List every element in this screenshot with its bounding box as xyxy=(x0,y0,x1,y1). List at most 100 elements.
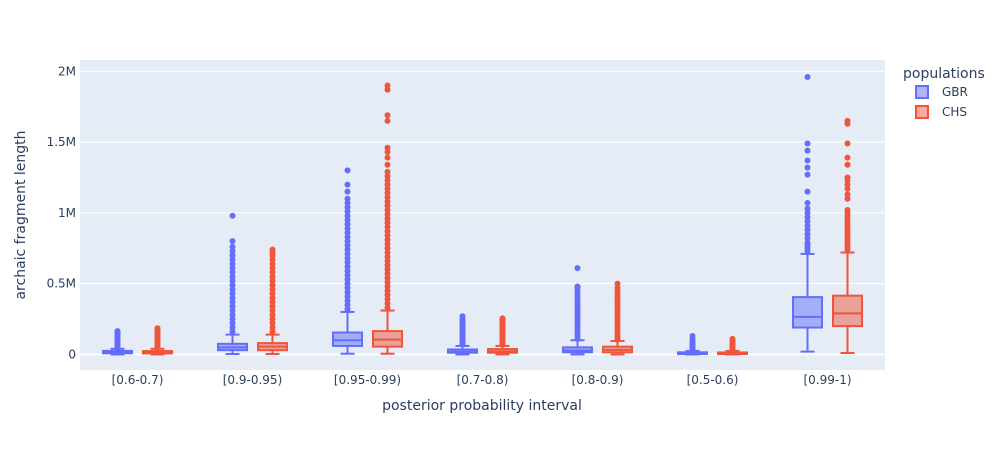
outlier-point xyxy=(344,188,351,195)
outlier-point xyxy=(384,215,391,222)
outlier-point xyxy=(229,252,236,259)
box-chs xyxy=(602,280,633,356)
box-chs xyxy=(487,315,518,356)
outlier-point xyxy=(384,173,391,180)
outlier-point xyxy=(344,225,351,232)
x-tick-label: [0.95-0.99) xyxy=(334,373,401,387)
box-iqr xyxy=(832,294,863,328)
y-tick-label: 0.5M xyxy=(47,277,76,291)
box-gbr xyxy=(332,167,363,355)
outlier-point xyxy=(844,185,851,192)
outlier-point xyxy=(384,291,391,298)
legend-label-chs: CHS xyxy=(942,105,967,119)
outlier-point xyxy=(344,238,351,245)
outlier-point xyxy=(344,181,351,188)
box-gbr xyxy=(562,265,593,356)
x-tick-label: [0.8-0.9) xyxy=(572,373,624,387)
outlier-point xyxy=(384,241,391,248)
outlier-point xyxy=(229,238,236,245)
outlier-point xyxy=(384,161,391,168)
box-chs xyxy=(372,82,403,355)
outlier-point xyxy=(269,299,276,306)
box-chs xyxy=(717,335,748,356)
outlier-point xyxy=(384,274,391,281)
outlier-point xyxy=(229,248,236,255)
x-tick-label: [0.9-0.95) xyxy=(223,373,283,387)
outlier-point xyxy=(574,283,581,290)
outlier-point xyxy=(229,316,236,323)
outlier-point xyxy=(384,262,391,269)
outlier-point xyxy=(229,286,236,293)
outlier-point xyxy=(229,311,236,318)
outlier-point xyxy=(729,335,736,342)
box-gbr xyxy=(677,333,708,356)
outlier-point xyxy=(384,296,391,303)
outlier-point xyxy=(384,198,391,205)
outlier-point xyxy=(344,246,351,253)
y-tick-label: 0 xyxy=(68,347,76,361)
outlier-point xyxy=(269,273,276,280)
plot-background xyxy=(80,60,885,370)
x-tick-label: [0.5-0.6) xyxy=(687,373,739,387)
outlier-point xyxy=(229,303,236,310)
outlier-point xyxy=(384,117,391,124)
outlier-point xyxy=(269,320,276,327)
y-tick-label: 2M xyxy=(58,64,76,78)
outlier-point xyxy=(384,219,391,226)
outlier-point xyxy=(804,235,811,242)
outlier-point xyxy=(384,287,391,294)
outlier-point xyxy=(459,313,466,320)
outlier-point xyxy=(384,181,391,188)
outlier-point xyxy=(804,209,811,216)
outlier-point xyxy=(804,147,811,154)
outlier-point xyxy=(229,320,236,327)
outlier-point xyxy=(344,167,351,174)
outlier-point xyxy=(154,325,161,332)
outlier-point xyxy=(804,239,811,246)
legend-swatch-gbr xyxy=(915,85,929,99)
outlier-point xyxy=(229,324,236,331)
outlier-point xyxy=(229,290,236,297)
outlier-point xyxy=(344,250,351,257)
outlier-point xyxy=(344,259,351,266)
outlier-point xyxy=(614,284,621,291)
legend-swatch-chs xyxy=(915,105,929,119)
outlier-point xyxy=(384,245,391,252)
outlier-point xyxy=(804,199,811,206)
outlier-point xyxy=(844,195,851,202)
outlier-point xyxy=(844,154,851,161)
outlier-point xyxy=(844,181,851,188)
outlier-point xyxy=(344,229,351,236)
box-gbr xyxy=(102,328,133,356)
box-gbr xyxy=(792,73,823,353)
outlier-point xyxy=(344,195,351,202)
outlier-point xyxy=(384,154,391,161)
outlier-point xyxy=(689,333,696,340)
outlier-point xyxy=(229,269,236,276)
outlier-point xyxy=(384,266,391,273)
outlier-point xyxy=(344,221,351,228)
outlier-point xyxy=(229,260,236,267)
outlier-point xyxy=(384,304,391,311)
outlier-point xyxy=(384,258,391,265)
outlier-point xyxy=(229,328,236,335)
outlier-point xyxy=(384,144,391,151)
box-gbr xyxy=(217,212,248,356)
outlier-point xyxy=(344,212,351,219)
box-iqr xyxy=(792,296,823,329)
box-chs xyxy=(142,325,173,356)
outlier-point xyxy=(384,224,391,231)
x-axis-title: posterior probability interval xyxy=(382,398,582,414)
outlier-point xyxy=(844,140,851,147)
outlier-point xyxy=(384,194,391,201)
x-axis-ticks: [0.6-0.7) [0.9-0.95) [0.95-0.99) [0.7-0.8) [… xyxy=(112,373,852,387)
outlier-point xyxy=(574,265,581,272)
outlier-point xyxy=(804,226,811,233)
outlier-point xyxy=(344,301,351,308)
legend-title: populations xyxy=(903,66,985,82)
outlier-point xyxy=(269,290,276,297)
outlier-point xyxy=(384,82,391,89)
outlier-point xyxy=(384,185,391,192)
outlier-point xyxy=(844,174,851,181)
